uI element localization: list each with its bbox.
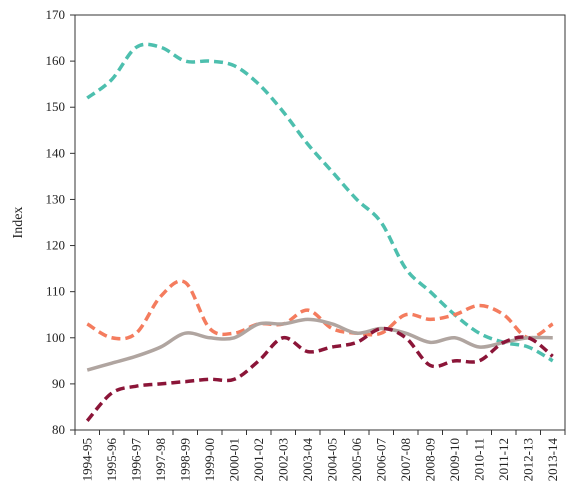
y-tick-label: 170 — [46, 7, 66, 22]
y-tick-label: 110 — [46, 284, 65, 299]
plot-frame — [74, 14, 566, 431]
x-tick-label: 1996-97 — [128, 438, 143, 482]
x-tick-label: 1995-96 — [104, 438, 119, 482]
x-tick-label: 2009-10 — [447, 438, 462, 481]
x-tick-label: 2001-02 — [251, 438, 266, 481]
y-tick-label: 80 — [52, 422, 65, 437]
x-tick-label: 2005-06 — [349, 438, 364, 482]
series-layer — [85, 42, 554, 422]
x-tick-label: 1994-95 — [79, 438, 94, 481]
x-tick-label: 2006-07 — [373, 438, 388, 482]
x-tick-label: 2002-03 — [275, 438, 290, 481]
series-orange-line — [86, 279, 554, 341]
y-tick-label: 90 — [52, 376, 65, 391]
y-tick-label: 130 — [46, 191, 66, 206]
chart-axes: 80 90 100 110 120 130 140 150 160 170 1994-95 1995-… — [46, 7, 566, 481]
x-tick-label: 1997-98 — [153, 438, 168, 481]
y-tick-label: 140 — [46, 145, 66, 160]
x-tick-label: 2011-12 — [496, 438, 511, 481]
x-tick-label: 2008-09 — [422, 438, 437, 481]
x-tick-label: 1999-00 — [202, 438, 217, 481]
x-tick-label: 1998-99 — [177, 438, 192, 481]
x-tick-label: 2010-11 — [471, 438, 486, 481]
x-tick-label: 2013-14 — [545, 438, 560, 482]
y-tick-label: 120 — [46, 238, 66, 253]
x-tick-label: 2007-08 — [398, 438, 413, 481]
y-tick-label: 100 — [46, 330, 66, 345]
series-grey-line — [86, 317, 553, 372]
y-tick-label: 160 — [46, 53, 66, 68]
x-tick-label: 2000-01 — [226, 438, 241, 481]
x-tick-label: 2004-05 — [324, 438, 339, 481]
x-tick-label: 2012-13 — [520, 438, 535, 481]
series-maroon-line — [85, 326, 554, 422]
x-tick-label: 2003-04 — [300, 438, 315, 482]
y-axis-title: Index — [11, 207, 26, 239]
series-teal-line — [86, 42, 554, 363]
y-tick-label: 150 — [46, 99, 66, 114]
